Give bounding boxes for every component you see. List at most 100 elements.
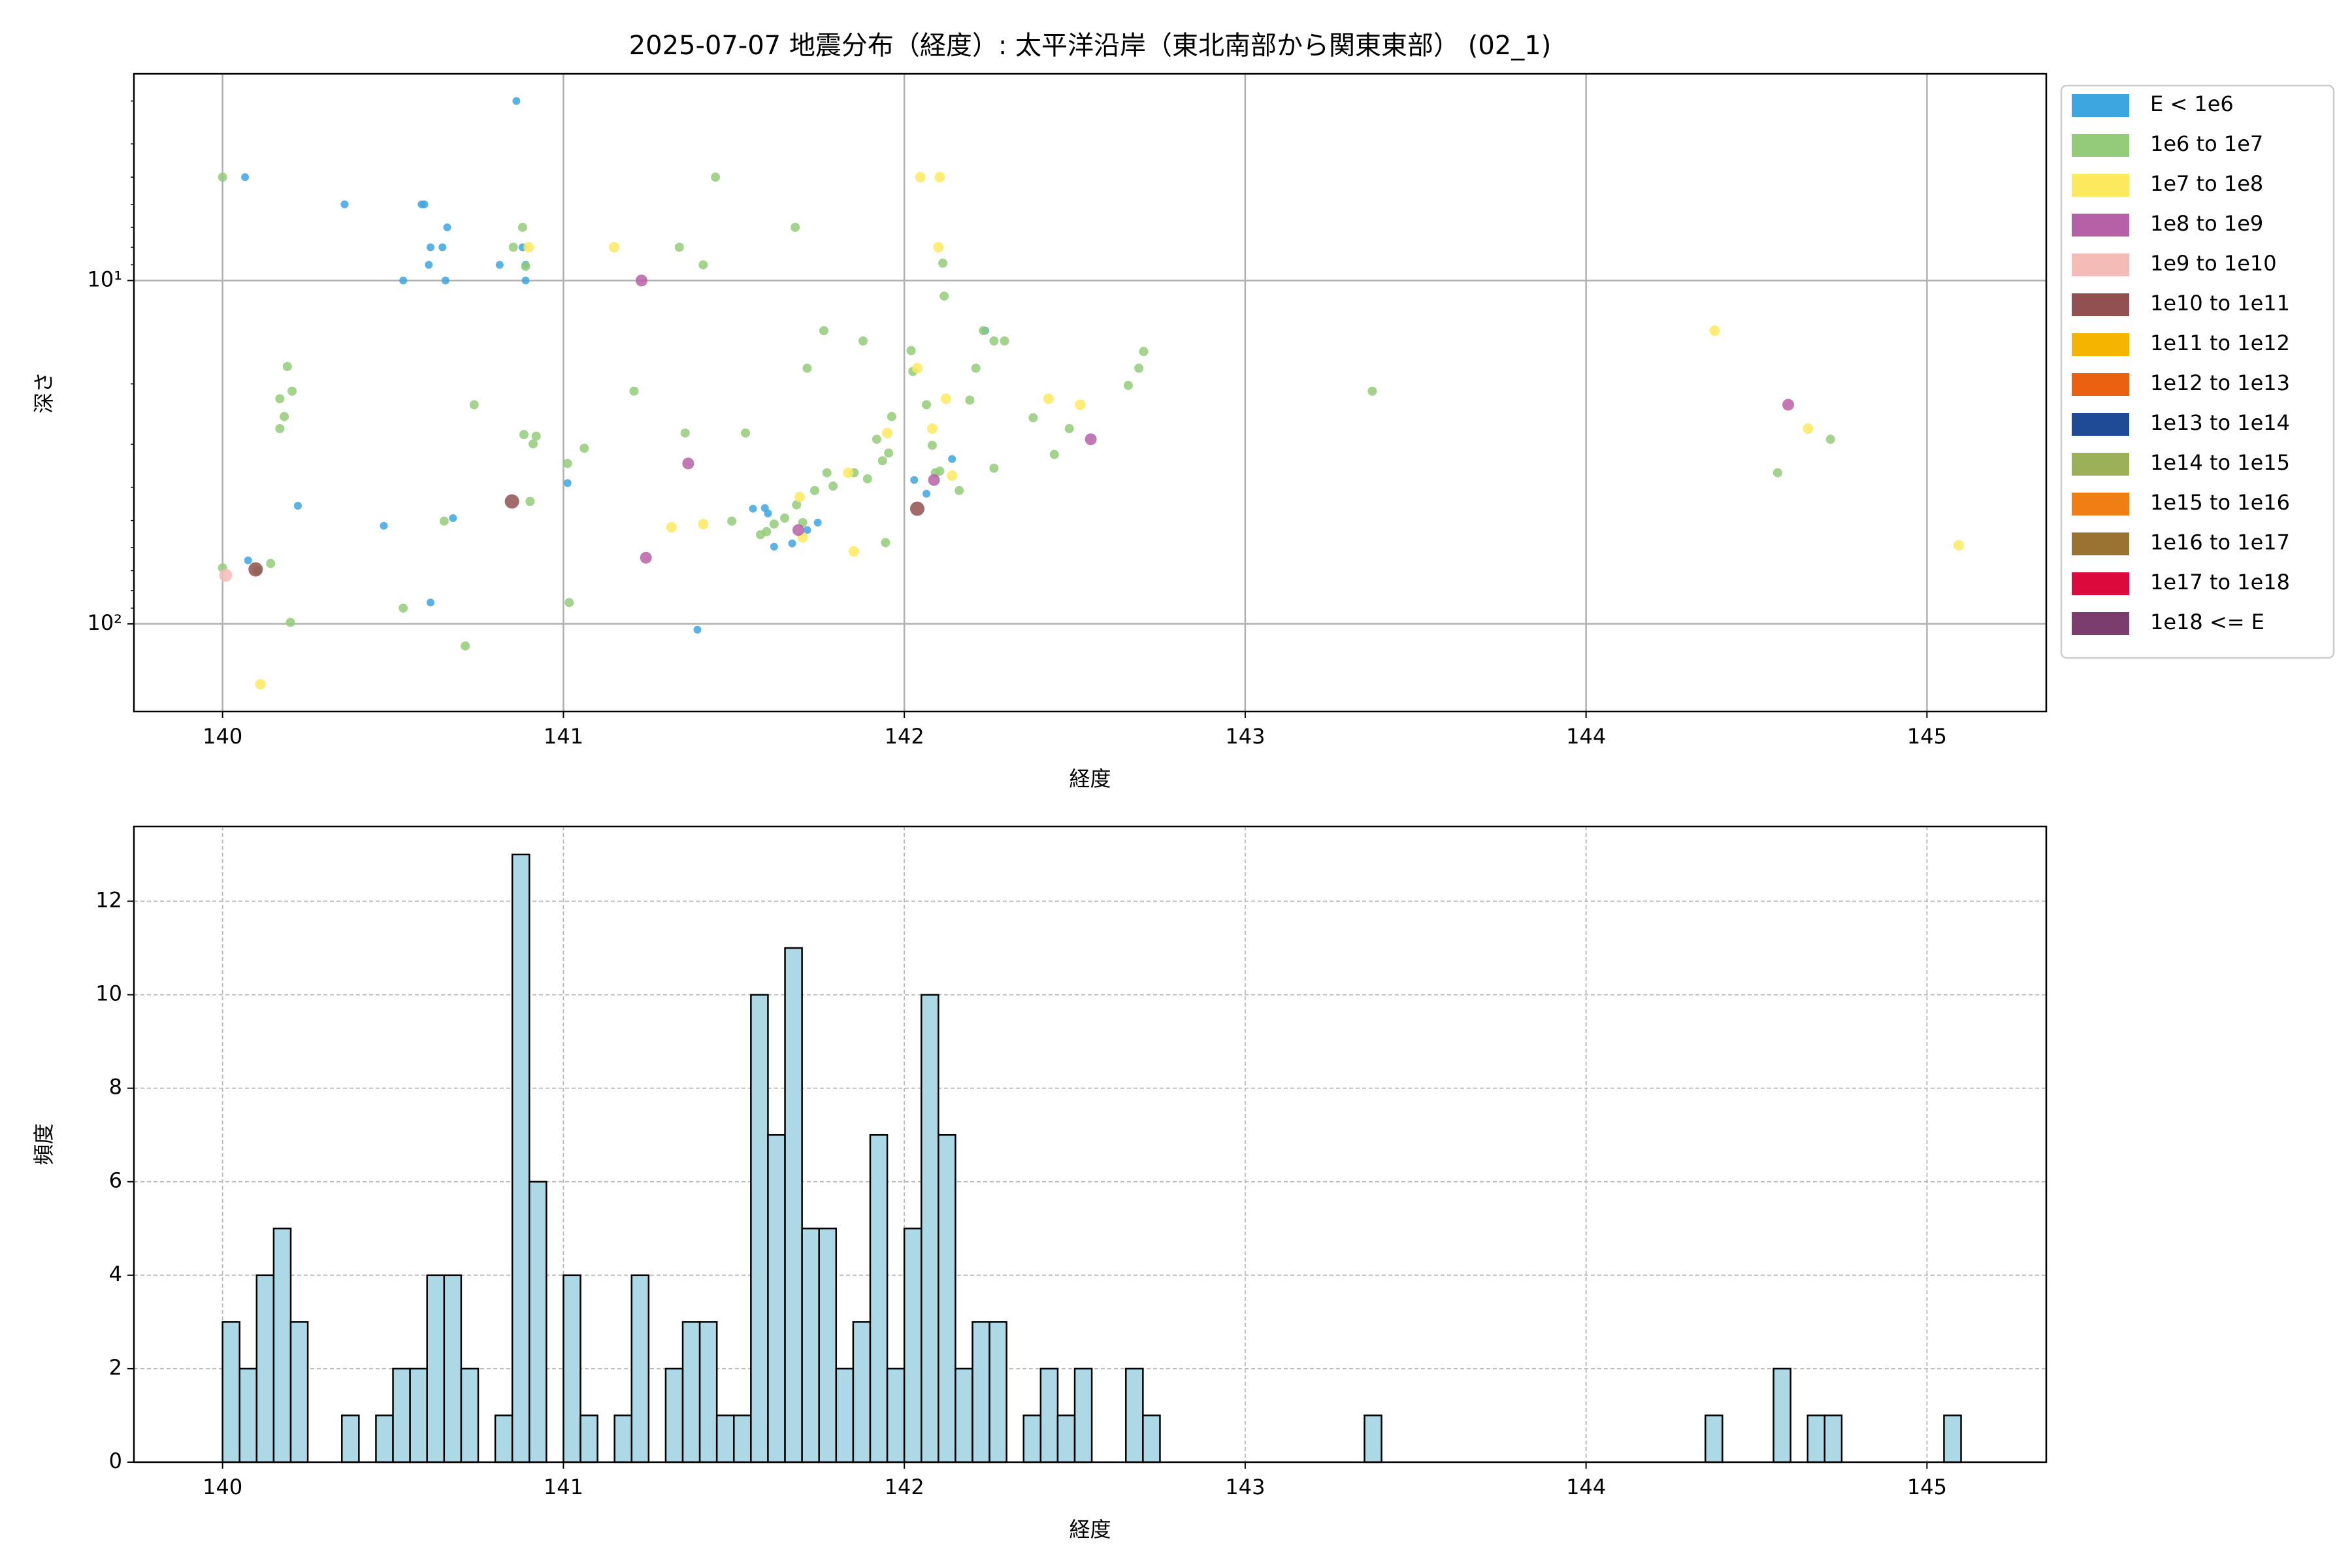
y-axis-label: 深さ: [31, 372, 56, 414]
scatter-point: [1064, 424, 1074, 434]
scatter-point: [769, 519, 779, 529]
scatter-point: [877, 456, 887, 466]
histogram-bar: [784, 947, 803, 1463]
scatter-point: [792, 524, 804, 536]
scatter-point: [933, 242, 944, 253]
scatter-point: [1825, 434, 1835, 444]
x-axis-label: 経度: [1069, 766, 1111, 791]
legend-swatch: [2072, 453, 2129, 476]
histogram-bar: [1056, 1414, 1076, 1463]
histogram-bar: [1142, 1414, 1161, 1463]
legend-swatch: [2072, 413, 2129, 436]
scatter-point: [635, 274, 647, 287]
scatter-point: [792, 500, 802, 510]
scatter-point: [965, 395, 975, 405]
histogram-bar: [341, 1414, 360, 1463]
scatter-point: [884, 448, 894, 458]
scatter-point: [887, 412, 896, 421]
histogram-bar: [494, 1414, 514, 1463]
histogram-bar: [903, 1228, 923, 1463]
legend-swatch: [2072, 214, 2129, 237]
histogram-bar: [698, 1321, 718, 1463]
scatter-point: [881, 538, 890, 547]
scatter-point: [399, 603, 408, 613]
x-tick-label: 143: [1225, 1475, 1265, 1499]
scatter-point: [1028, 413, 1038, 423]
y-tick-label: 10²: [87, 610, 122, 635]
scatter-point: [531, 431, 541, 441]
scatter-point: [519, 430, 529, 440]
scatter-point: [517, 222, 527, 232]
scatter-point: [803, 526, 811, 534]
scatter-point: [791, 222, 800, 232]
legend-swatch: [2072, 94, 2129, 117]
histogram-bar: [1022, 1414, 1042, 1463]
legend-label: 1e14 to 1e15: [2150, 450, 2290, 475]
x-tick-label: 142: [885, 724, 924, 749]
scatter-point: [286, 617, 295, 627]
scatter-point: [495, 261, 504, 269]
histogram-bar: [988, 1321, 1007, 1463]
scatter-point: [399, 276, 408, 285]
scatter-point: [788, 539, 796, 547]
histogram-bar: [750, 994, 769, 1463]
histogram-bar: [955, 1367, 973, 1463]
scatter-point: [741, 428, 751, 438]
legend-label: 1e9 to 1e10: [2150, 251, 2277, 276]
histogram-bar: [255, 1274, 275, 1463]
histogram-bar: [443, 1274, 463, 1463]
scatter-point: [564, 598, 574, 608]
scatter-point: [525, 497, 535, 506]
scatter-point: [640, 551, 652, 564]
histogram-bar: [392, 1367, 411, 1463]
scatter-point: [843, 467, 854, 478]
scatter-point: [794, 491, 805, 502]
scatter-point: [523, 242, 534, 253]
scatter-point: [1782, 399, 1795, 411]
x-tick-label: 142: [885, 1475, 924, 1499]
scatter-point: [1953, 540, 1964, 551]
scatter-point: [1075, 399, 1086, 410]
histogram-bar: [1705, 1414, 1723, 1463]
legend-label: 1e10 to 1e11: [2150, 291, 2290, 316]
scatter-point: [979, 326, 988, 336]
x-tick-label: 145: [1907, 1475, 1947, 1499]
scatter-point: [275, 424, 285, 434]
scatter-point: [449, 514, 457, 522]
scatter-point: [862, 474, 872, 483]
legend-label: 1e11 to 1e12: [2150, 331, 2290, 355]
histogram-bar: [511, 853, 531, 1463]
scatter-point: [934, 172, 945, 183]
scatter-point: [280, 412, 289, 421]
scatter-point: [248, 562, 263, 577]
legend-swatch: [2072, 333, 2129, 356]
scatter-point: [241, 173, 250, 182]
scatter-point: [989, 463, 999, 473]
scatter-point: [380, 521, 388, 530]
scatter-point: [1134, 363, 1144, 373]
histogram-bar: [289, 1321, 309, 1463]
scatter-point: [287, 386, 297, 396]
x-tick-label: 140: [203, 1475, 242, 1499]
histogram-bar: [972, 1321, 990, 1463]
histogram-bar: [426, 1274, 446, 1463]
x-tick-label: 144: [1566, 1475, 1606, 1499]
legend-label: 1e8 to 1e9: [2150, 211, 2263, 236]
histogram-bar: [1073, 1367, 1093, 1463]
histogram-bar: [630, 1274, 650, 1463]
histogram-bar: [528, 1181, 547, 1463]
legend-label: 1e17 to 1e18: [2150, 570, 2290, 595]
legend-swatch: [2072, 373, 2129, 396]
scatter-point: [940, 393, 951, 404]
scatter-point: [266, 559, 276, 568]
histogram-bar: [801, 1228, 820, 1463]
scatter-point: [971, 363, 981, 373]
scatter-point: [1085, 433, 1097, 446]
legend-swatch: [2072, 293, 2129, 316]
scatter-point: [340, 200, 349, 208]
histogram-bar: [221, 1321, 240, 1463]
scatter-point: [512, 97, 521, 105]
scatter-point: [947, 470, 958, 481]
x-tick-label: 141: [544, 1475, 583, 1499]
histogram-bar: [1772, 1367, 1791, 1463]
